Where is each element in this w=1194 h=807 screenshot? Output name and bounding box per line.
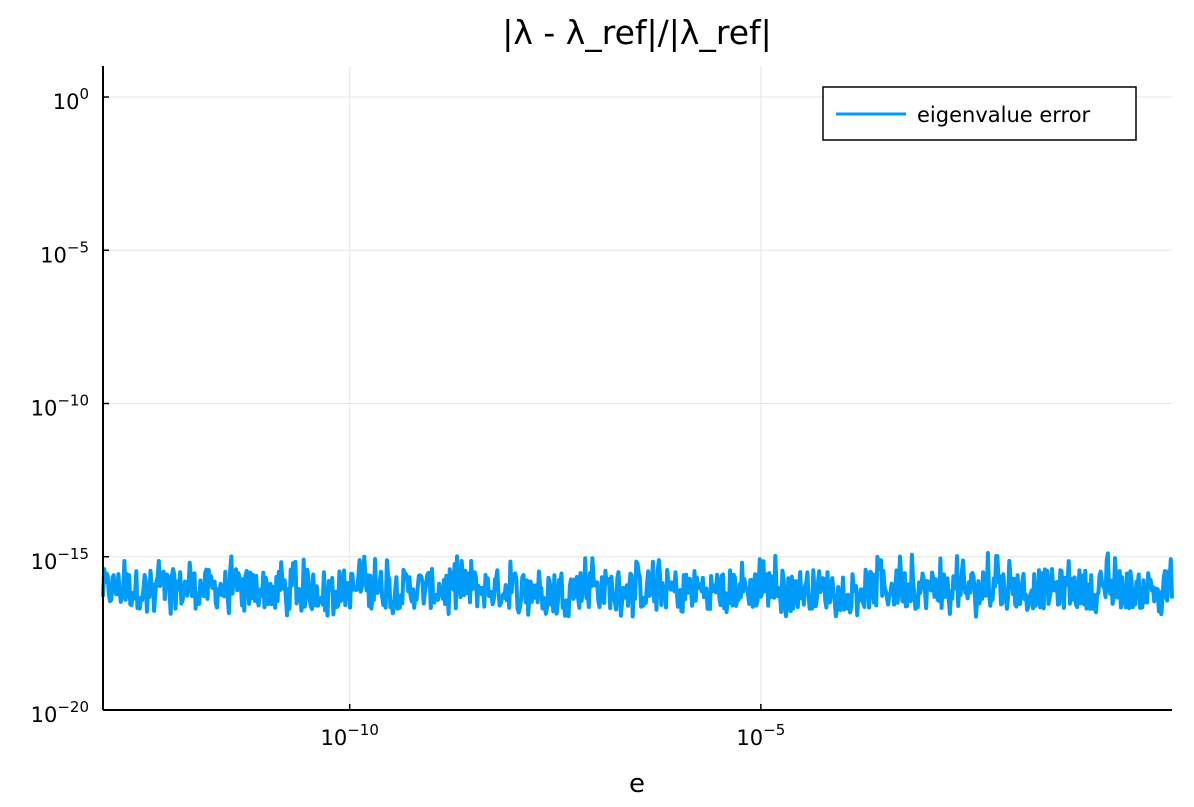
series-line bbox=[101, 551, 1174, 619]
y-tick-label: 10−10 bbox=[31, 392, 89, 421]
series-eigenvalue-error bbox=[101, 551, 1174, 619]
y-tick-label: 10−5 bbox=[40, 238, 89, 267]
chart-title: |λ - λ_ref|/|λ_ref| bbox=[502, 13, 772, 52]
axes bbox=[102, 66, 1172, 711]
x-tick-labels: 10−10 10−5 bbox=[320, 704, 785, 750]
legend-entry-eigenvalue-error: eigenvalue error bbox=[917, 103, 1091, 127]
legend: eigenvalue error bbox=[822, 86, 1137, 141]
y-tick-label: 10−15 bbox=[31, 545, 89, 574]
y-tick-label: 10−20 bbox=[31, 698, 89, 727]
x-axis-label: e bbox=[629, 769, 645, 799]
x-tick-label: 10−5 bbox=[736, 721, 785, 750]
y-tick-label: 100 bbox=[53, 85, 89, 114]
grid-lines bbox=[103, 66, 1172, 710]
x-tick-label: 10−10 bbox=[320, 721, 378, 750]
y-tick-labels: 100 10−5 10−10 10−15 10−20 bbox=[31, 85, 109, 727]
